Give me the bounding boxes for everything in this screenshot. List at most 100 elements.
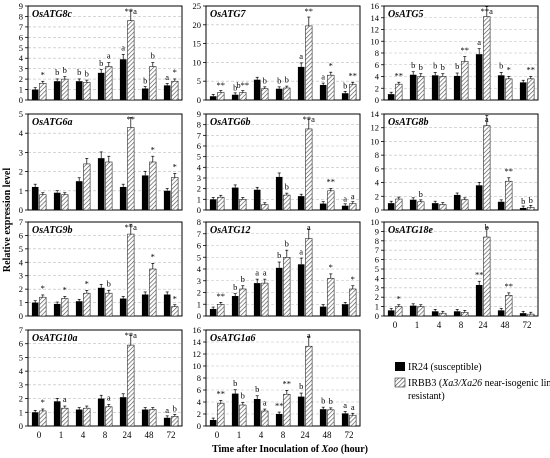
y-tick-label: 12: [193, 349, 202, 359]
legend-swatch-ir24: [395, 362, 405, 371]
panel-title: OsATG12: [210, 225, 251, 236]
x-tick-label: 0: [37, 430, 42, 440]
x-tick-label: 48: [323, 430, 333, 440]
panel-frame: [205, 329, 361, 427]
y-tick-label: 0: [375, 311, 379, 321]
bar-ir24: [31, 412, 39, 426]
bar-ir24: [253, 79, 261, 100]
y-tick-label: 0: [19, 421, 23, 431]
bar-ir24: [209, 420, 217, 426]
panel-frame: [383, 5, 539, 101]
bar-ir24: [75, 181, 83, 210]
y-tick-label: 6: [197, 385, 201, 395]
y-tick-label: 0: [375, 205, 379, 215]
bar-irbb3: [105, 161, 113, 211]
y-tick-label: 2: [19, 74, 23, 84]
y-tick-label: 7: [19, 325, 23, 335]
bar-ir24: [231, 393, 239, 426]
significance-label: b: [411, 60, 415, 70]
significance-label: b: [143, 75, 147, 85]
significance-label: a: [263, 397, 267, 407]
significance-label: a: [63, 394, 67, 404]
y-tick-label: 2: [197, 288, 201, 298]
x-tick-label: 4: [259, 430, 264, 440]
significance-label: b: [529, 195, 533, 205]
bar-irbb3: [83, 81, 91, 101]
bar-ir24: [387, 203, 395, 210]
bar-ir24: [409, 74, 417, 100]
bar-irbb3: [417, 76, 425, 101]
bar-irbb3: [305, 128, 313, 211]
bar-irbb3: [283, 87, 291, 101]
y-tick-label: 0: [197, 205, 201, 215]
bar-ir24: [431, 203, 439, 210]
significance-label: **: [505, 166, 514, 176]
y-tick-label: 8: [19, 11, 23, 21]
y-tick-label: 6: [375, 164, 379, 174]
bar-ir24: [387, 310, 395, 316]
y-tick-label: 4: [197, 397, 202, 407]
panel-frame: [383, 221, 539, 317]
bar-ir24: [275, 176, 283, 210]
bar-irbb3: [239, 404, 247, 427]
bar-irbb3: [105, 406, 113, 427]
bar-irbb3: [83, 163, 91, 211]
bar-irbb3: [171, 177, 179, 211]
y-tick-label: 4: [19, 53, 24, 63]
y-tick-label: 1: [19, 85, 23, 95]
y-tick-label: 3: [19, 380, 23, 390]
y-tick-label: 0: [197, 95, 201, 105]
y-tick-label: 3: [19, 271, 23, 281]
significance-label: b: [419, 189, 423, 199]
significance-label: b: [255, 384, 259, 394]
bar-ir24: [341, 413, 349, 426]
significance-label: b: [151, 51, 155, 61]
bar-irbb3: [283, 194, 291, 211]
y-tick-label: 7: [19, 217, 23, 227]
significance-label: b: [285, 238, 289, 248]
bar-irbb3: [239, 288, 247, 317]
bar-irbb3: [527, 78, 535, 101]
y-tick-label: 2: [375, 83, 379, 93]
x-tick-label: 8: [103, 430, 108, 440]
y-tick-label: 5: [19, 244, 23, 254]
bar-irbb3: [149, 409, 157, 427]
y-tick-label: 14: [193, 337, 202, 347]
bar-ir24: [209, 96, 217, 100]
y-tick-label: 12: [371, 123, 380, 133]
y-tick-label: 0: [197, 421, 201, 431]
bar-irbb3: [327, 278, 335, 317]
bar-irbb3: [349, 414, 357, 427]
y-tick-label: 4: [375, 178, 380, 188]
bar-irbb3: [239, 92, 247, 101]
bar-ir24: [341, 205, 349, 210]
legend-label-irbb3: IRBB3 (Xa3/Xa26 near-isogenic line,: [408, 378, 550, 389]
significance-label: **a: [125, 330, 138, 340]
significance-label: a: [165, 72, 169, 82]
y-tick-label: 14: [371, 109, 380, 119]
bar-irbb3: [171, 306, 179, 317]
bar-irbb3: [217, 304, 225, 317]
bar-ir24: [497, 75, 505, 100]
significance-label: a: [107, 51, 111, 61]
y-tick-label: 0: [19, 95, 23, 105]
panel-frame: [27, 329, 183, 427]
significance-label: b: [233, 282, 237, 292]
bar-ir24: [53, 81, 61, 100]
bar-irbb3: [149, 66, 157, 101]
significance-label: **a: [125, 6, 138, 16]
bar-ir24: [119, 298, 127, 316]
bar-irbb3: [127, 233, 135, 317]
significance-label: **: [283, 379, 292, 389]
significance-label: a: [307, 222, 311, 232]
bar-ir24: [253, 189, 261, 210]
y-tick-label: 7: [19, 22, 23, 32]
bar-ir24: [297, 396, 305, 426]
significance-label: *: [507, 64, 511, 74]
y-tick-label: 3: [197, 173, 201, 183]
